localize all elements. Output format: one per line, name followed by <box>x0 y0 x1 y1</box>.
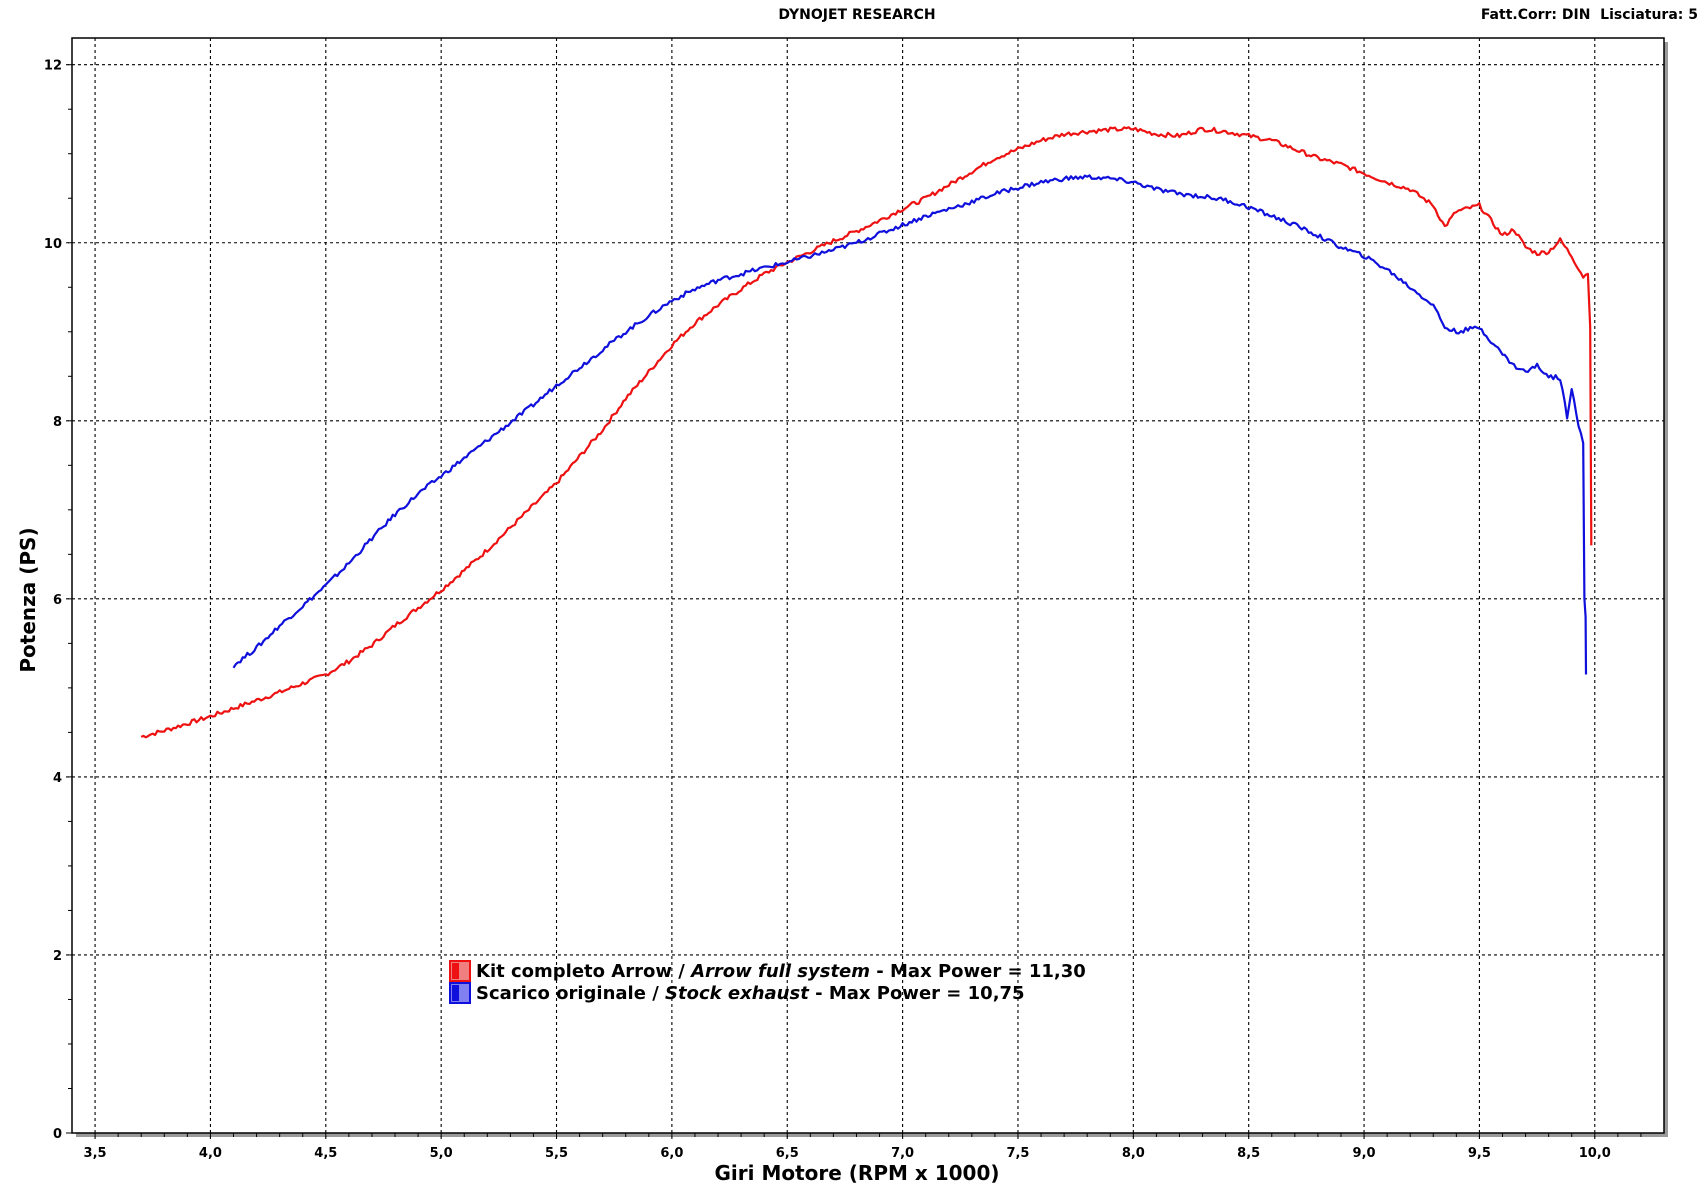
x-tick-label: 7,0 <box>891 1146 914 1161</box>
grid-lines <box>66 38 1664 1140</box>
legend-label-part: Kit completo Arrow / <box>476 961 691 982</box>
y-tick-label: 0 <box>53 1127 62 1142</box>
x-axis-label: Giri Motore (RPM x 1000) <box>714 1161 999 1185</box>
x-tick-label: 8,5 <box>1237 1146 1260 1161</box>
x-tick-label: 7,5 <box>1006 1146 1029 1161</box>
legend: Kit completo Arrow / Arrow full system -… <box>449 960 1086 1004</box>
legend-label: Kit completo Arrow / Arrow full system -… <box>476 961 1086 982</box>
y-tick-label: 4 <box>53 771 62 786</box>
legend-label: Scarico originale / Stock exhaust - Max … <box>476 983 1025 1004</box>
x-tick-label: 4,5 <box>314 1146 337 1161</box>
chart-title: DYNOJET RESEARCH <box>778 7 935 23</box>
x-tick-label: 9,5 <box>1468 1146 1491 1161</box>
legend-label-italic: Stock exhaust <box>665 983 810 1004</box>
y-tick-label: 10 <box>44 237 62 252</box>
x-tick-label: 3,5 <box>84 1146 107 1161</box>
legend-swatch-shade <box>452 963 459 979</box>
x-tick-label: 5,5 <box>545 1146 568 1161</box>
x-tick-label: 5,0 <box>430 1146 453 1161</box>
correction-info: Fatt.Corr: DIN Lisciatura: 5 <box>1481 7 1698 23</box>
series-line-1 <box>140 126 1593 739</box>
series-line-2 <box>232 174 1588 675</box>
x-tick-label: 6,0 <box>660 1146 683 1161</box>
data-series <box>140 126 1593 739</box>
x-tick-label: 9,0 <box>1353 1146 1376 1161</box>
y-axis-label: Potenza (PS) <box>16 527 40 672</box>
x-tick-labels: 3,5 4,0 4,5 5,0 5,5 6,0 6,5 7,0 7,5 8,0 8,5 9,0 9,5 1… <box>84 1146 1611 1161</box>
y-tick-label: 2 <box>53 949 62 964</box>
x-tick-label: 6,5 <box>776 1146 799 1161</box>
minor-ticks <box>68 64 1642 1137</box>
y-tick-label: 6 <box>53 593 62 608</box>
y-tick-label: 8 <box>53 415 62 430</box>
legend-label-part: - Max Power = 10,75 <box>809 983 1025 1004</box>
legend-label-part: Scarico originale / <box>476 983 665 1004</box>
plot-frame <box>71 37 1665 1134</box>
legend-label-part: - Max Power = 11,30 <box>870 961 1086 982</box>
x-tick-label: 8,0 <box>1122 1146 1145 1161</box>
legend-label-italic: Arrow full system <box>689 961 870 982</box>
x-tick-label: 4,0 <box>199 1146 222 1161</box>
y-tick-label: 12 <box>44 59 62 74</box>
x-tick-label: 10,0 <box>1579 1146 1611 1161</box>
y-tick-labels: 0 2 4 6 8 10 12 <box>44 59 62 1142</box>
legend-swatch-shade <box>452 985 459 1001</box>
